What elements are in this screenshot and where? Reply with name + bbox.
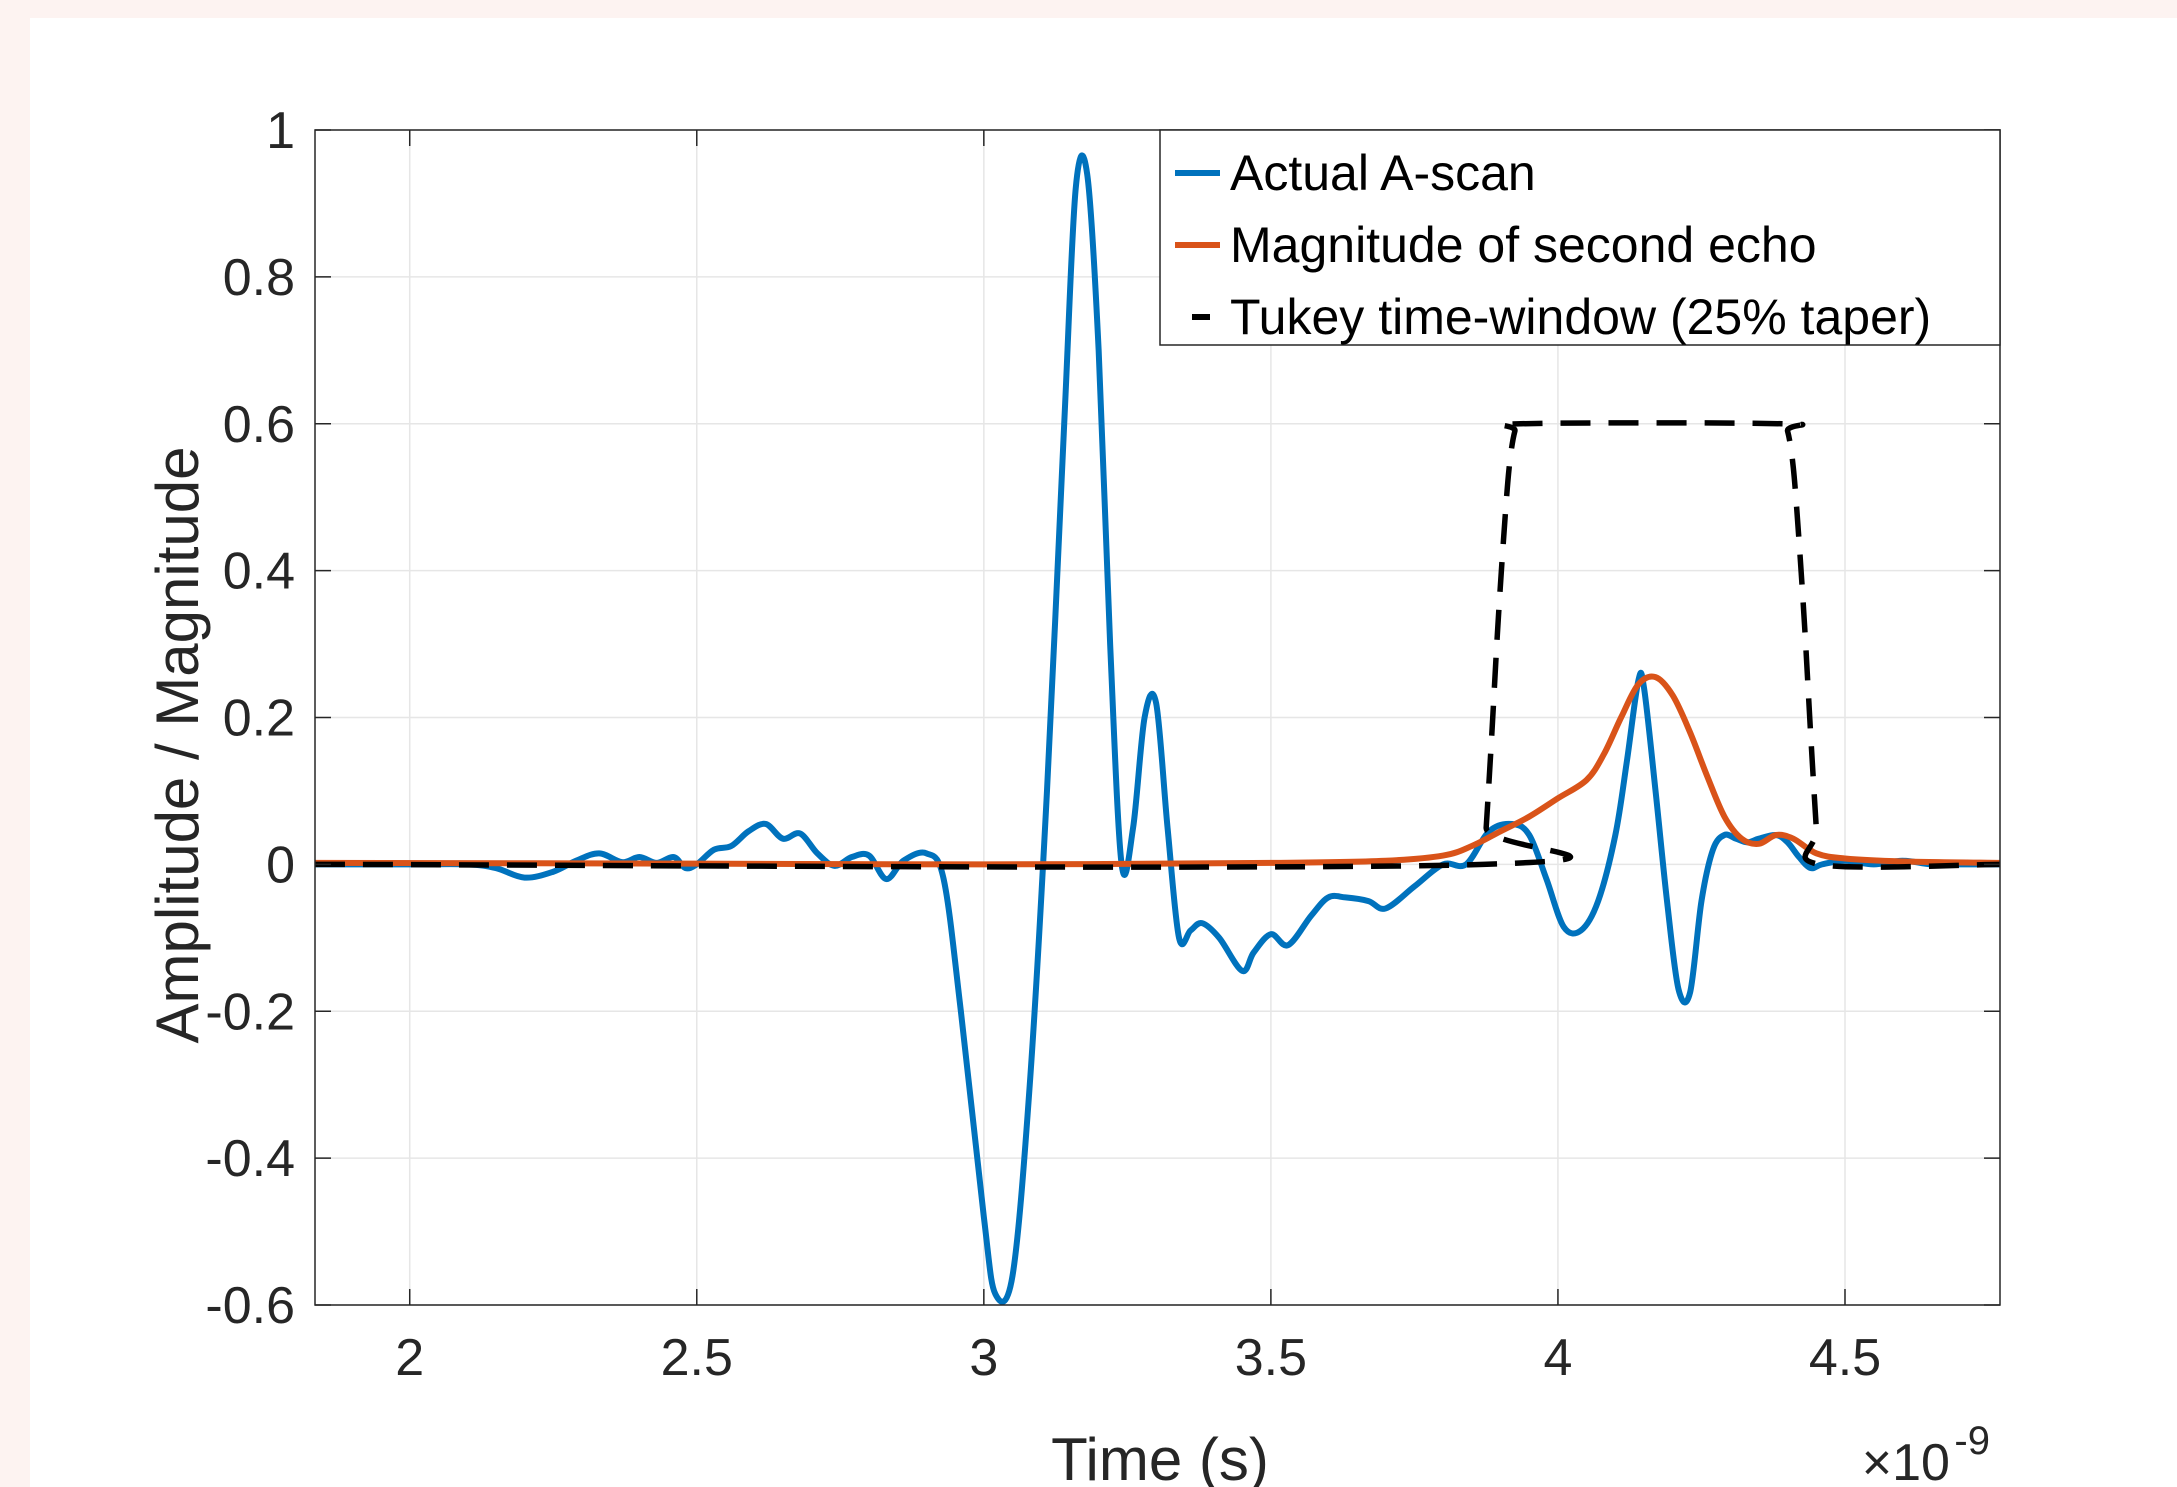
legend: Actual A-scan Magnitude of second echo Tuk… [1159,129,2001,346]
legend-label-magnitude-of-second-echo: Magnitude of second echo [1230,217,1817,273]
legend-box [1159,129,2001,346]
x-axis-title: Time (s) [1051,1426,1269,1487]
y-tick-label: -0.2 [205,983,295,1041]
y-tick-label: 1 [266,102,295,160]
x-tick-label: 2 [395,1329,424,1387]
series-line-actual-a-scan [315,152,2000,1305]
y-tick-label: 0.2 [223,690,295,748]
x-multiplier-base: ×10 [1862,1434,1950,1487]
y-tick-label: -0.6 [205,1277,295,1335]
x-tick-label: 4 [1543,1329,1572,1387]
x-tick-label: 3.5 [1235,1329,1307,1387]
y-tick-label: 0.8 [223,249,295,307]
x-multiplier: ×10 -9 [1862,1419,1990,1487]
x-tick-label: 4.5 [1809,1329,1881,1387]
line-chart: 2 2.5 3 3.5 4 4.5 -0.6-0.4-0.200.20.40.60.81 … [144,102,2001,1487]
x-tick-labels: 2 2.5 3 3.5 4 4.5 [395,1329,1881,1387]
legend-label-tukey-time-window-25-taper: Tukey time-window (25% taper) [1230,289,1931,345]
y-tick-label: 0.6 [223,396,295,454]
figure-canvas: 2 2.5 3 3.5 4 4.5 -0.6 -0.4 -0.2 0 0.2 0.4 0.6 0.8 1 … [30,18,2177,1487]
series-line-magnitude-of-second-echo [314,673,2001,868]
y-tick-label: 0 [266,836,295,894]
x-tick-label: 2.5 [661,1329,733,1387]
axes-frame [314,129,2001,1306]
y-tick-label: 0.4 [223,543,295,601]
y-tick-label: -0.4 [205,1130,295,1188]
y-axis-title: Amplitude / Magnitude [144,446,211,1043]
legend-label-actual-a-scan: Actual A-scan [1230,145,1536,201]
axes-box [314,129,2001,1306]
x-multiplier-exponent: -9 [1954,1419,1990,1463]
x-tick-label: 3 [969,1329,998,1387]
plot-series [314,152,2001,1305]
y-tick-labels: -0.6 -0.4 -0.2 0 0.2 0.4 0.6 0.8 1 [205,102,295,1335]
